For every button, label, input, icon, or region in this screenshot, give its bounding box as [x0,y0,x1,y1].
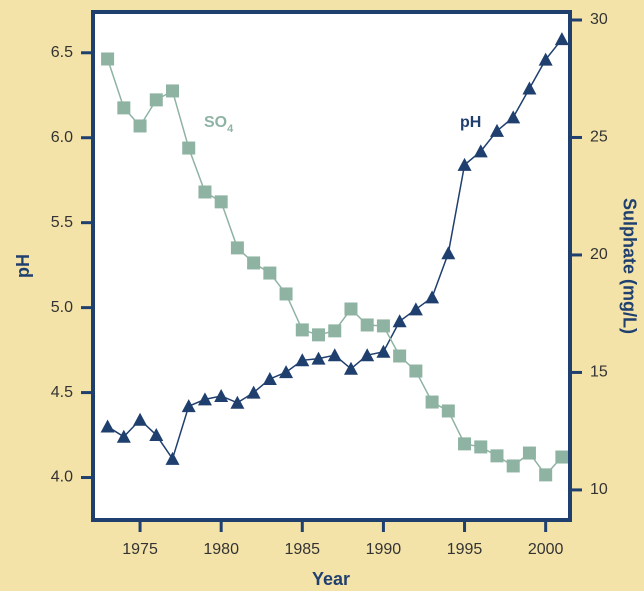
y-tick-label: 5.5 [51,214,73,231]
triangle-marker [506,110,521,124]
y2-tick-label: 10 [590,481,608,498]
x-tick-label: 1985 [284,541,320,558]
triangle-marker [181,399,196,413]
triangle-marker [360,348,375,362]
triangle-marker [246,385,261,399]
series-label-subscript: 4 [227,123,234,135]
triangle-marker [392,314,407,328]
plot-frame [91,10,572,522]
square-marker [328,324,342,338]
triangle-marker [262,371,277,385]
triangle-marker [538,52,553,66]
square-marker [295,323,309,337]
triangle-marker [149,428,164,442]
series-label-text: pH [460,114,481,131]
square-marker [344,302,358,316]
square-marker [506,459,520,473]
square-marker [198,185,212,199]
square-marker [312,328,326,342]
y2-axis-label: Sulphate (mg/L) [619,198,639,334]
triangle-marker [214,388,229,402]
triangle-marker [327,348,342,362]
x-tick-label: 2000 [528,541,564,558]
x-tick-label: 1995 [447,541,483,558]
triangle-marker [230,395,245,409]
square-marker [133,119,147,133]
square-marker [279,287,293,301]
x-tick-label: 1975 [122,541,158,558]
y2-tick-label: 30 [590,11,608,28]
square-marker [149,93,163,107]
series-label: SO4 [204,114,234,135]
square-marker [360,318,374,332]
square-marker [490,449,504,463]
square-marker [214,195,228,209]
triangle-marker [343,361,358,375]
series-label-text: SO [204,114,227,131]
x-tick-label: 1980 [203,541,239,558]
square-marker [441,404,455,418]
square-marker [230,241,244,255]
square-marker [555,450,569,464]
triangle-marker [133,412,148,426]
square-marker [166,84,179,98]
square-marker [117,101,131,115]
y-tick-label: 6.0 [51,129,73,146]
square-marker [247,256,261,270]
triangle-marker [295,353,310,367]
y2-tick-label: 25 [590,129,608,146]
square-marker [539,468,553,482]
y-tick-label: 5.0 [51,299,73,316]
triangle-marker [554,32,569,46]
square-marker [474,440,488,454]
plot-area [93,12,570,520]
triangle-marker [279,365,294,379]
triangle-marker [116,429,131,443]
triangle-marker [100,419,115,433]
square-marker [182,141,196,155]
triangle-marker [441,246,456,260]
x-axis-label: Year [312,569,350,589]
triangle-marker [408,302,423,316]
triangle-marker [457,157,472,171]
square-marker [376,319,390,333]
x-tick-label: 1990 [366,541,402,558]
triangle-marker [425,290,440,304]
y2-tick-label: 20 [590,246,608,263]
y-tick-label: 6.5 [51,44,73,61]
square-marker [263,266,277,280]
y2-tick-label: 15 [590,364,608,381]
triangle-marker [489,123,504,137]
triangle-marker [197,392,212,406]
y-tick-label: 4.0 [51,469,73,486]
square-marker [425,395,439,409]
y-tick-label: 4.5 [51,384,73,401]
triangle-marker [522,81,537,95]
square-marker [393,349,407,363]
triangle-marker [311,351,326,365]
square-marker [409,364,423,378]
y-axis-label: pH [13,254,33,278]
square-marker [101,52,115,66]
series-label: pH [460,114,481,131]
square-marker [522,446,536,460]
triangle-marker [473,144,488,158]
square-marker [458,437,472,451]
triangle-marker [376,344,391,358]
triangle-marker [165,451,180,465]
